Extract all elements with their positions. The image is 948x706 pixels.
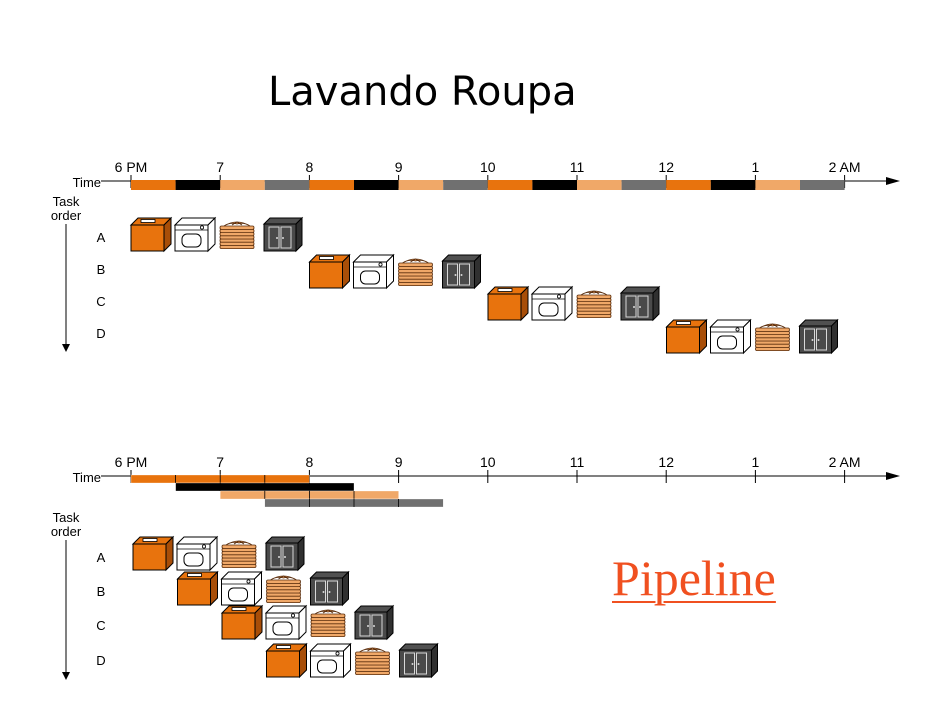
page-title: Lavando Roupa	[268, 69, 577, 115]
storage-cabinet-icon	[441, 253, 482, 290]
stage-bar-washer	[487, 180, 533, 190]
task-label: B	[97, 584, 106, 599]
task-label: B	[97, 262, 106, 277]
washer-icon	[176, 570, 219, 607]
sequential-task-row	[129, 216, 304, 253]
time-label: Time	[73, 175, 101, 190]
storage-cabinet-icon	[262, 216, 304, 253]
time-tick-label: 11	[570, 159, 585, 175]
pipeline-timeline: Time 6 PM 7 8 9 10 11 12 1 2 AM	[73, 454, 900, 508]
task-label: A	[97, 550, 106, 565]
time-tick-label: 9	[395, 454, 403, 470]
pipeline-task-row	[220, 604, 395, 641]
time-tick-label: 8	[306, 159, 314, 175]
pipeline-task-row	[265, 642, 439, 679]
time-tick-label: 11	[570, 454, 585, 470]
storage-cabinet-icon	[798, 318, 839, 355]
stage-bar-folder	[577, 180, 622, 190]
time-tick-label: 12	[658, 159, 674, 175]
time-tick-label: 7	[216, 454, 224, 470]
dryer-icon	[530, 285, 574, 322]
task-label: D	[96, 653, 105, 668]
stage-bar-storer	[621, 180, 667, 190]
sequential-task-row	[308, 253, 482, 290]
time-tick-label: 1	[752, 159, 760, 175]
time-tick-label: 6 PM	[115, 454, 148, 470]
pipeline-task-row	[176, 570, 350, 607]
washer-icon	[665, 318, 708, 355]
arrow-right-icon	[886, 472, 900, 480]
task-order-label: order	[51, 524, 82, 539]
stage-bar-storer	[443, 180, 488, 190]
stage-bar-folder	[755, 180, 800, 190]
folded-clothes-icon	[221, 540, 257, 569]
stage-bar-dryer	[354, 180, 399, 190]
stage-bar-folder	[220, 180, 265, 190]
task-order-label: order	[51, 208, 82, 223]
stage-bar-washer	[131, 180, 176, 190]
task-label: D	[96, 326, 105, 341]
washer-icon	[220, 604, 264, 641]
washer-icon	[129, 216, 173, 253]
sequential-timeline: Time 6 PM 7 8 9 10 11 12 1 2 AM	[73, 159, 900, 190]
stage-bar-washer	[309, 180, 354, 190]
task-label: C	[96, 294, 105, 309]
stage-bar-washer	[666, 180, 711, 190]
task-order-label: Task	[53, 194, 80, 209]
task-label: A	[97, 230, 106, 245]
folded-clothes-icon	[398, 258, 433, 287]
dryer-icon	[309, 642, 352, 679]
time-tick-label: 10	[480, 454, 496, 470]
stage-bar-dryer	[175, 180, 221, 190]
folded-clothes-icon	[310, 609, 346, 638]
time-tick-label: 12	[658, 454, 674, 470]
sequential-task-row	[665, 318, 839, 355]
dryer-icon	[175, 535, 219, 572]
dryer-icon	[709, 318, 752, 355]
washer-icon	[131, 535, 175, 572]
time-tick-label: 6 PM	[115, 159, 148, 175]
folded-clothes-icon	[266, 575, 301, 604]
arrow-down-icon	[62, 344, 70, 352]
sequential-task-row	[486, 285, 661, 322]
time-label: Time	[73, 470, 101, 485]
storage-cabinet-icon	[353, 604, 395, 641]
dryer-icon	[220, 570, 263, 607]
task-label: C	[96, 618, 105, 633]
time-tick-label: 1	[752, 454, 760, 470]
storage-cabinet-icon	[309, 570, 350, 607]
time-tick-label: 2 AM	[829, 159, 861, 175]
time-tick-label: 8	[306, 454, 314, 470]
time-tick-label: 7	[216, 159, 224, 175]
arrow-right-icon	[886, 177, 900, 185]
stage-bar-storer	[264, 180, 310, 190]
storage-cabinet-icon	[264, 535, 306, 572]
pipeline-task-row	[131, 535, 306, 572]
washer-icon	[265, 642, 308, 679]
task-order-label: Task	[53, 510, 80, 525]
time-tick-label: 10	[480, 159, 496, 175]
time-tick-label: 9	[395, 159, 403, 175]
time-tick-label: 2 AM	[829, 454, 861, 470]
arrow-down-icon	[62, 672, 70, 680]
dryer-icon	[352, 253, 395, 290]
stage-bar-dryer	[710, 180, 756, 190]
stage-bar-folder	[398, 180, 444, 190]
folded-clothes-icon	[219, 221, 255, 250]
stage-bar-storer	[800, 180, 845, 190]
folded-clothes-icon	[576, 290, 612, 319]
washer-icon	[486, 285, 530, 322]
stage-bar-dryer	[532, 180, 577, 190]
dryer-icon	[264, 604, 308, 641]
folded-clothes-icon	[755, 323, 790, 352]
folded-clothes-icon	[355, 647, 390, 676]
washer-icon	[308, 253, 351, 290]
dryer-icon	[173, 216, 217, 253]
storage-cabinet-icon	[619, 285, 661, 322]
pipeline-label: Pipeline	[612, 550, 776, 606]
storage-cabinet-icon	[398, 642, 439, 679]
